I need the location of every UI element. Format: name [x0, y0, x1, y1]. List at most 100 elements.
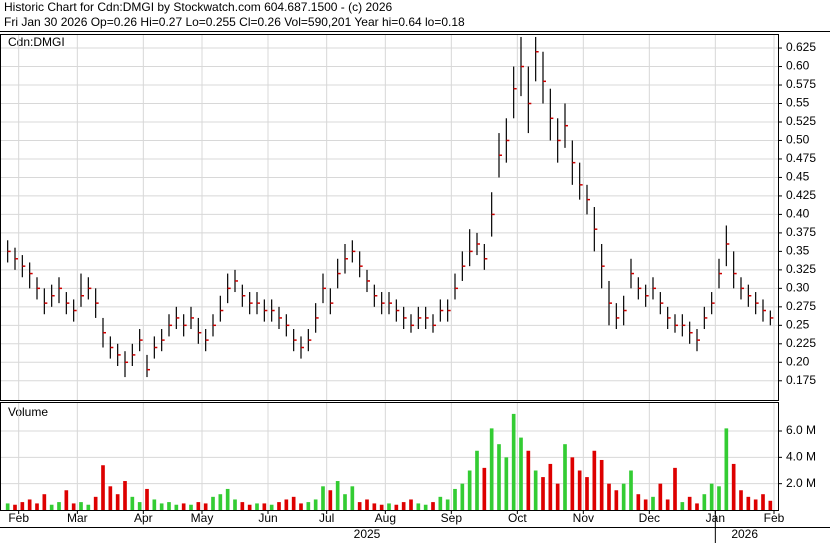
volume-bar — [511, 413, 516, 510]
x-tick-label: Dec — [639, 511, 660, 525]
volume-bar — [79, 502, 83, 510]
y-tick-label: 0.575 — [786, 77, 816, 91]
volume-bar — [233, 499, 237, 510]
volume-bar — [482, 467, 487, 510]
volume-bar — [269, 504, 274, 510]
x-tick-label: Feb — [8, 511, 29, 525]
volume-bar — [49, 504, 54, 510]
volume-bar — [93, 496, 98, 510]
volume-bar — [313, 499, 318, 510]
volume-bar — [240, 502, 245, 510]
volume-bar — [20, 502, 25, 510]
volume-bar — [438, 496, 443, 510]
volume-bar — [211, 496, 215, 510]
x-tick-label: Aug — [375, 511, 396, 525]
volume-bar — [724, 428, 729, 510]
volume-bar — [753, 499, 758, 510]
volume-bar — [541, 477, 545, 510]
y-tick-label: 0.525 — [786, 114, 816, 128]
volume-bar — [687, 496, 692, 510]
y2-tick-label: 2.0 M — [786, 476, 816, 490]
volume-bar — [423, 504, 428, 510]
volume-bar — [218, 494, 223, 510]
volume-bar — [115, 494, 120, 510]
volume-label: Volume — [8, 405, 48, 419]
volume-bar — [497, 444, 501, 510]
volume-bar — [357, 502, 362, 510]
volume-bar — [695, 503, 699, 510]
symbol-label: Cdn:DMGI — [8, 35, 65, 49]
volume-bar — [365, 499, 369, 510]
volume-bar — [64, 490, 69, 510]
volume-bar — [255, 503, 259, 510]
y-tick-label: 0.50 — [786, 133, 810, 147]
y-tick-label: 0.20 — [786, 354, 810, 368]
volume-bar — [504, 457, 509, 510]
y-tick-label: 0.225 — [786, 336, 816, 350]
x-tick-label: Nov — [573, 511, 594, 525]
volume-bar — [768, 500, 773, 510]
volume-bar — [467, 470, 472, 510]
volume-bar — [137, 502, 142, 510]
y-tick-label: 0.40 — [786, 207, 810, 221]
volume-bar — [577, 470, 582, 510]
volume-bar — [262, 503, 267, 510]
volume-bar — [189, 504, 193, 510]
volume-bar — [548, 463, 553, 510]
volume-bar — [71, 503, 76, 510]
volume-bar — [284, 499, 289, 510]
y-tick-label: 0.45 — [786, 170, 810, 184]
volume-bar — [394, 504, 399, 510]
volume-bar — [460, 483, 465, 510]
volume-bar — [702, 494, 707, 510]
volume-bar — [673, 467, 677, 510]
volume-bar — [299, 503, 303, 510]
x-tick-label: Jul — [319, 511, 334, 525]
y-tick-label: 0.275 — [786, 299, 816, 313]
x-tick-label: Sep — [441, 511, 463, 525]
volume-bar — [570, 457, 575, 510]
volume-bar — [350, 486, 355, 510]
y-tick-label: 0.175 — [786, 373, 816, 387]
chart-title: Historic Chart for Cdn:DMGI by Stockwatc… — [4, 0, 392, 14]
volume-bar — [533, 470, 538, 510]
y-tick-label: 0.425 — [786, 188, 816, 202]
volume-bar — [592, 450, 597, 510]
volume-bar — [453, 488, 457, 510]
volume-bar — [152, 499, 157, 510]
volume-bar — [328, 490, 333, 510]
volume-bar — [643, 499, 648, 510]
volume-bar — [57, 502, 61, 510]
volume-bar — [196, 502, 201, 510]
y-tick-label: 0.60 — [786, 59, 810, 73]
volume-bar — [277, 502, 281, 510]
volume-bar — [614, 490, 619, 510]
volume-bar — [761, 494, 765, 510]
year-label: 2025 — [354, 527, 381, 541]
volume-bar — [401, 502, 406, 510]
x-tick-label: Mar — [67, 511, 88, 525]
y-tick-label: 0.30 — [786, 281, 810, 295]
y-tick-label: 0.35 — [786, 244, 810, 258]
volume-bar — [621, 483, 626, 510]
volume-bar — [658, 483, 663, 510]
y2-tick-label: 6.0 M — [786, 423, 816, 437]
volume-bar — [636, 494, 641, 510]
volume-bar — [599, 459, 604, 510]
volume-bar — [416, 503, 421, 510]
volume-bar — [203, 503, 208, 510]
year-label: 2026 — [731, 527, 758, 541]
volume-bar — [321, 486, 325, 510]
y-tick-label: 0.625 — [786, 40, 816, 54]
volume-bar — [13, 504, 17, 510]
chart-subtitle: Fri Jan 30 2026 Op=0.26 Hi=0.27 Lo=0.255… — [4, 15, 465, 29]
volume-bar — [555, 483, 560, 510]
volume-bar — [431, 502, 435, 510]
volume-bar — [731, 463, 736, 510]
volume-bar — [225, 488, 230, 510]
x-tick-label: May — [191, 511, 214, 525]
volume-bar — [247, 504, 252, 510]
y2-tick-label: 4.0 M — [786, 450, 816, 464]
